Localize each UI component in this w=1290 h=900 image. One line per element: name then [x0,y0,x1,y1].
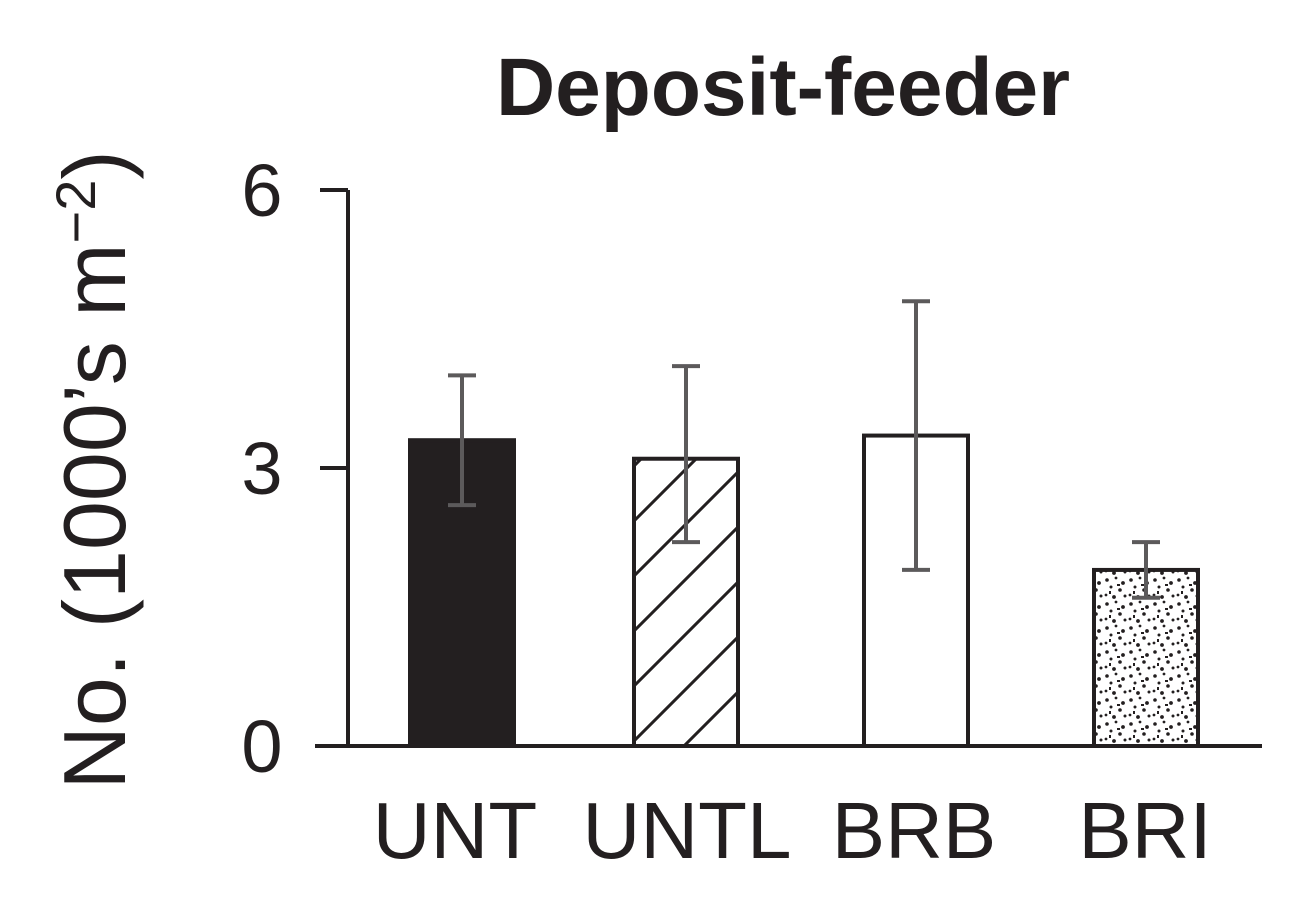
y-ticks: 0 3 6 [241,149,348,788]
x-tick-label-unt: UNT [373,786,537,875]
y-axis-label-main: No. (1000’s m [45,243,144,789]
bars [408,433,1200,749]
x-tick-label-bri: BRI [1078,786,1211,875]
y-axis-label-superscript: −2 [44,180,107,244]
y-axis-label-close: ) [45,150,144,179]
error-bar-unt [448,373,476,508]
y-tick-label: 6 [241,149,282,232]
y-axis-label: No. (1000’s m−2) [44,150,144,789]
chart-title: Deposit-feeder [496,42,1070,133]
x-tick-label-brb: BRB [832,786,997,875]
y-tick-label: 3 [241,427,282,510]
error-bar-brb [902,299,930,572]
x-ticks: UNT UNTL BRB BRI [373,786,1212,875]
error-bar-untl [672,364,700,545]
y-tick-label: 0 [241,705,282,788]
error-bar-bri [1132,540,1160,600]
x-tick-label-untl: UNTL [583,786,792,875]
error-bars [448,299,1160,600]
